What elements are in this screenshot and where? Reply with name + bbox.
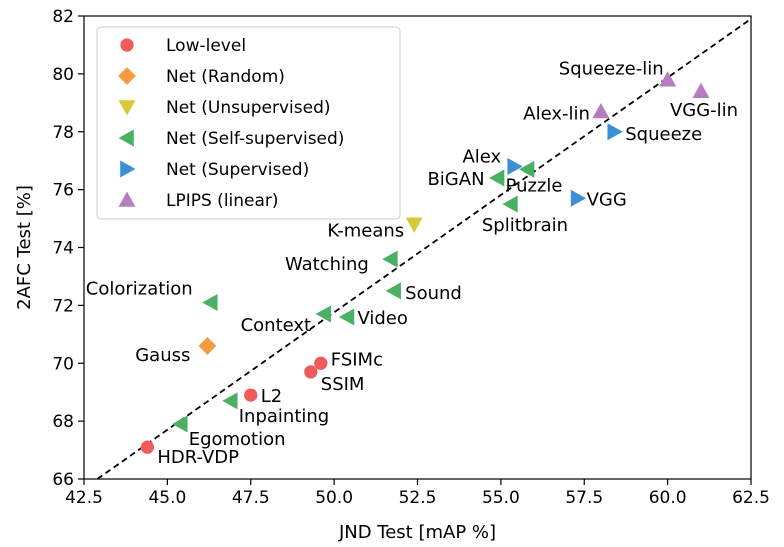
point-label: VGG-lin bbox=[670, 100, 738, 121]
y-tick-label: 72 bbox=[52, 296, 74, 316]
point-label: Squeeze-lin bbox=[559, 59, 664, 80]
point-label: Gauss bbox=[135, 345, 190, 366]
point-label: Squeeze bbox=[625, 124, 702, 145]
legend-marker bbox=[120, 38, 134, 52]
point-label: Colorization bbox=[86, 278, 193, 299]
data-point bbox=[304, 365, 318, 379]
legend-marker bbox=[118, 100, 136, 116]
point-label: Alex-lin bbox=[523, 103, 590, 124]
x-tick-label: 45.0 bbox=[148, 488, 186, 508]
point-label: Splitbrain bbox=[482, 215, 568, 236]
x-tick-label: 62.5 bbox=[732, 488, 770, 508]
y-tick-label: 78 bbox=[52, 123, 74, 143]
x-tick-label: 42.5 bbox=[65, 488, 103, 508]
x-tick-label: 57.5 bbox=[565, 488, 603, 508]
legend-entry: Net (Random) bbox=[166, 67, 285, 87]
reference-line-layer bbox=[96, 18, 752, 480]
legend-box bbox=[96, 26, 401, 220]
legend-marker bbox=[118, 191, 136, 207]
point-label: Egomotion bbox=[189, 429, 286, 450]
data-point bbox=[502, 195, 518, 213]
point-label: Alex bbox=[462, 146, 501, 167]
y-tick-label: 70 bbox=[52, 354, 74, 374]
data-point bbox=[338, 308, 355, 326]
y-tick-label: 80 bbox=[52, 65, 74, 85]
data-point bbox=[202, 293, 218, 311]
data-point bbox=[198, 336, 217, 355]
y-axis-label: 2AFC Test [%] bbox=[14, 185, 35, 310]
point-label: Video bbox=[357, 308, 407, 329]
data-point bbox=[172, 415, 188, 433]
x-tick-label: 55.0 bbox=[482, 488, 520, 508]
point-label: SSIM bbox=[321, 374, 365, 395]
y-tick-label: 66 bbox=[52, 470, 74, 490]
x-tick-label: 50.0 bbox=[315, 488, 353, 508]
point-label: L2 bbox=[261, 386, 282, 407]
legend-entry: LPIPS (linear) bbox=[166, 191, 279, 211]
data-point bbox=[489, 169, 505, 187]
data-point bbox=[244, 388, 258, 402]
y-tick-label: 74 bbox=[52, 239, 74, 259]
x-tick-label: 60.0 bbox=[649, 488, 687, 508]
x-tick-label: 47.5 bbox=[232, 488, 270, 508]
legend-entry: Net (Self-supervised) bbox=[166, 129, 344, 149]
legend-entry: Net (Supervised) bbox=[166, 160, 309, 180]
data-points-layer bbox=[140, 71, 710, 454]
data-point bbox=[692, 82, 710, 99]
data-point bbox=[592, 102, 610, 119]
legend-marker bbox=[118, 67, 136, 85]
legend-entry: Net (Unsupervised) bbox=[166, 98, 331, 118]
data-point bbox=[140, 440, 154, 454]
data-point bbox=[315, 305, 331, 323]
data-point bbox=[570, 189, 587, 207]
point-label: Sound bbox=[405, 283, 462, 304]
y-tick-label: 68 bbox=[52, 412, 74, 432]
y-tick-label: 82 bbox=[52, 7, 74, 27]
data-point bbox=[507, 157, 523, 175]
legend: Low-level Net (Random) Net (Unsupervised) N… bbox=[96, 26, 401, 220]
point-label: Inpainting bbox=[239, 406, 329, 427]
point-label: Puzzle bbox=[506, 175, 563, 196]
data-point bbox=[659, 71, 677, 87]
data-point bbox=[607, 123, 623, 141]
point-label: VGG bbox=[587, 189, 627, 210]
x-axis-label: JND Test [mAP %] bbox=[338, 522, 496, 543]
point-labels-layer: HDR-VDP L2 SSIM FSIMc Gauss K-means EgomotionI… bbox=[86, 59, 738, 469]
point-label: Watching bbox=[285, 254, 369, 275]
data-point bbox=[382, 250, 398, 268]
point-label: FSIMc bbox=[331, 349, 383, 370]
legend-marker bbox=[118, 129, 134, 147]
data-point bbox=[314, 356, 328, 370]
data-point bbox=[222, 392, 238, 410]
data-point bbox=[385, 282, 401, 300]
point-label: K-means bbox=[327, 220, 404, 241]
x-tick-label: 52.5 bbox=[399, 488, 437, 508]
point-label: HDR-VDP bbox=[157, 447, 239, 468]
legend-entry: Low-level bbox=[166, 36, 246, 56]
point-label: Context bbox=[241, 315, 312, 336]
data-point bbox=[519, 160, 535, 178]
axis-ticks-layer: 42.5 45.0 47.5 50.0 52.5 55.0 57.5 60.0 62.5 66 68… bbox=[52, 7, 770, 508]
point-label: BiGAN bbox=[427, 169, 484, 190]
data-point bbox=[405, 217, 423, 233]
legend-marker bbox=[120, 160, 136, 178]
y-tick-label: 76 bbox=[52, 181, 74, 201]
reference-diagonal-line bbox=[96, 18, 752, 480]
